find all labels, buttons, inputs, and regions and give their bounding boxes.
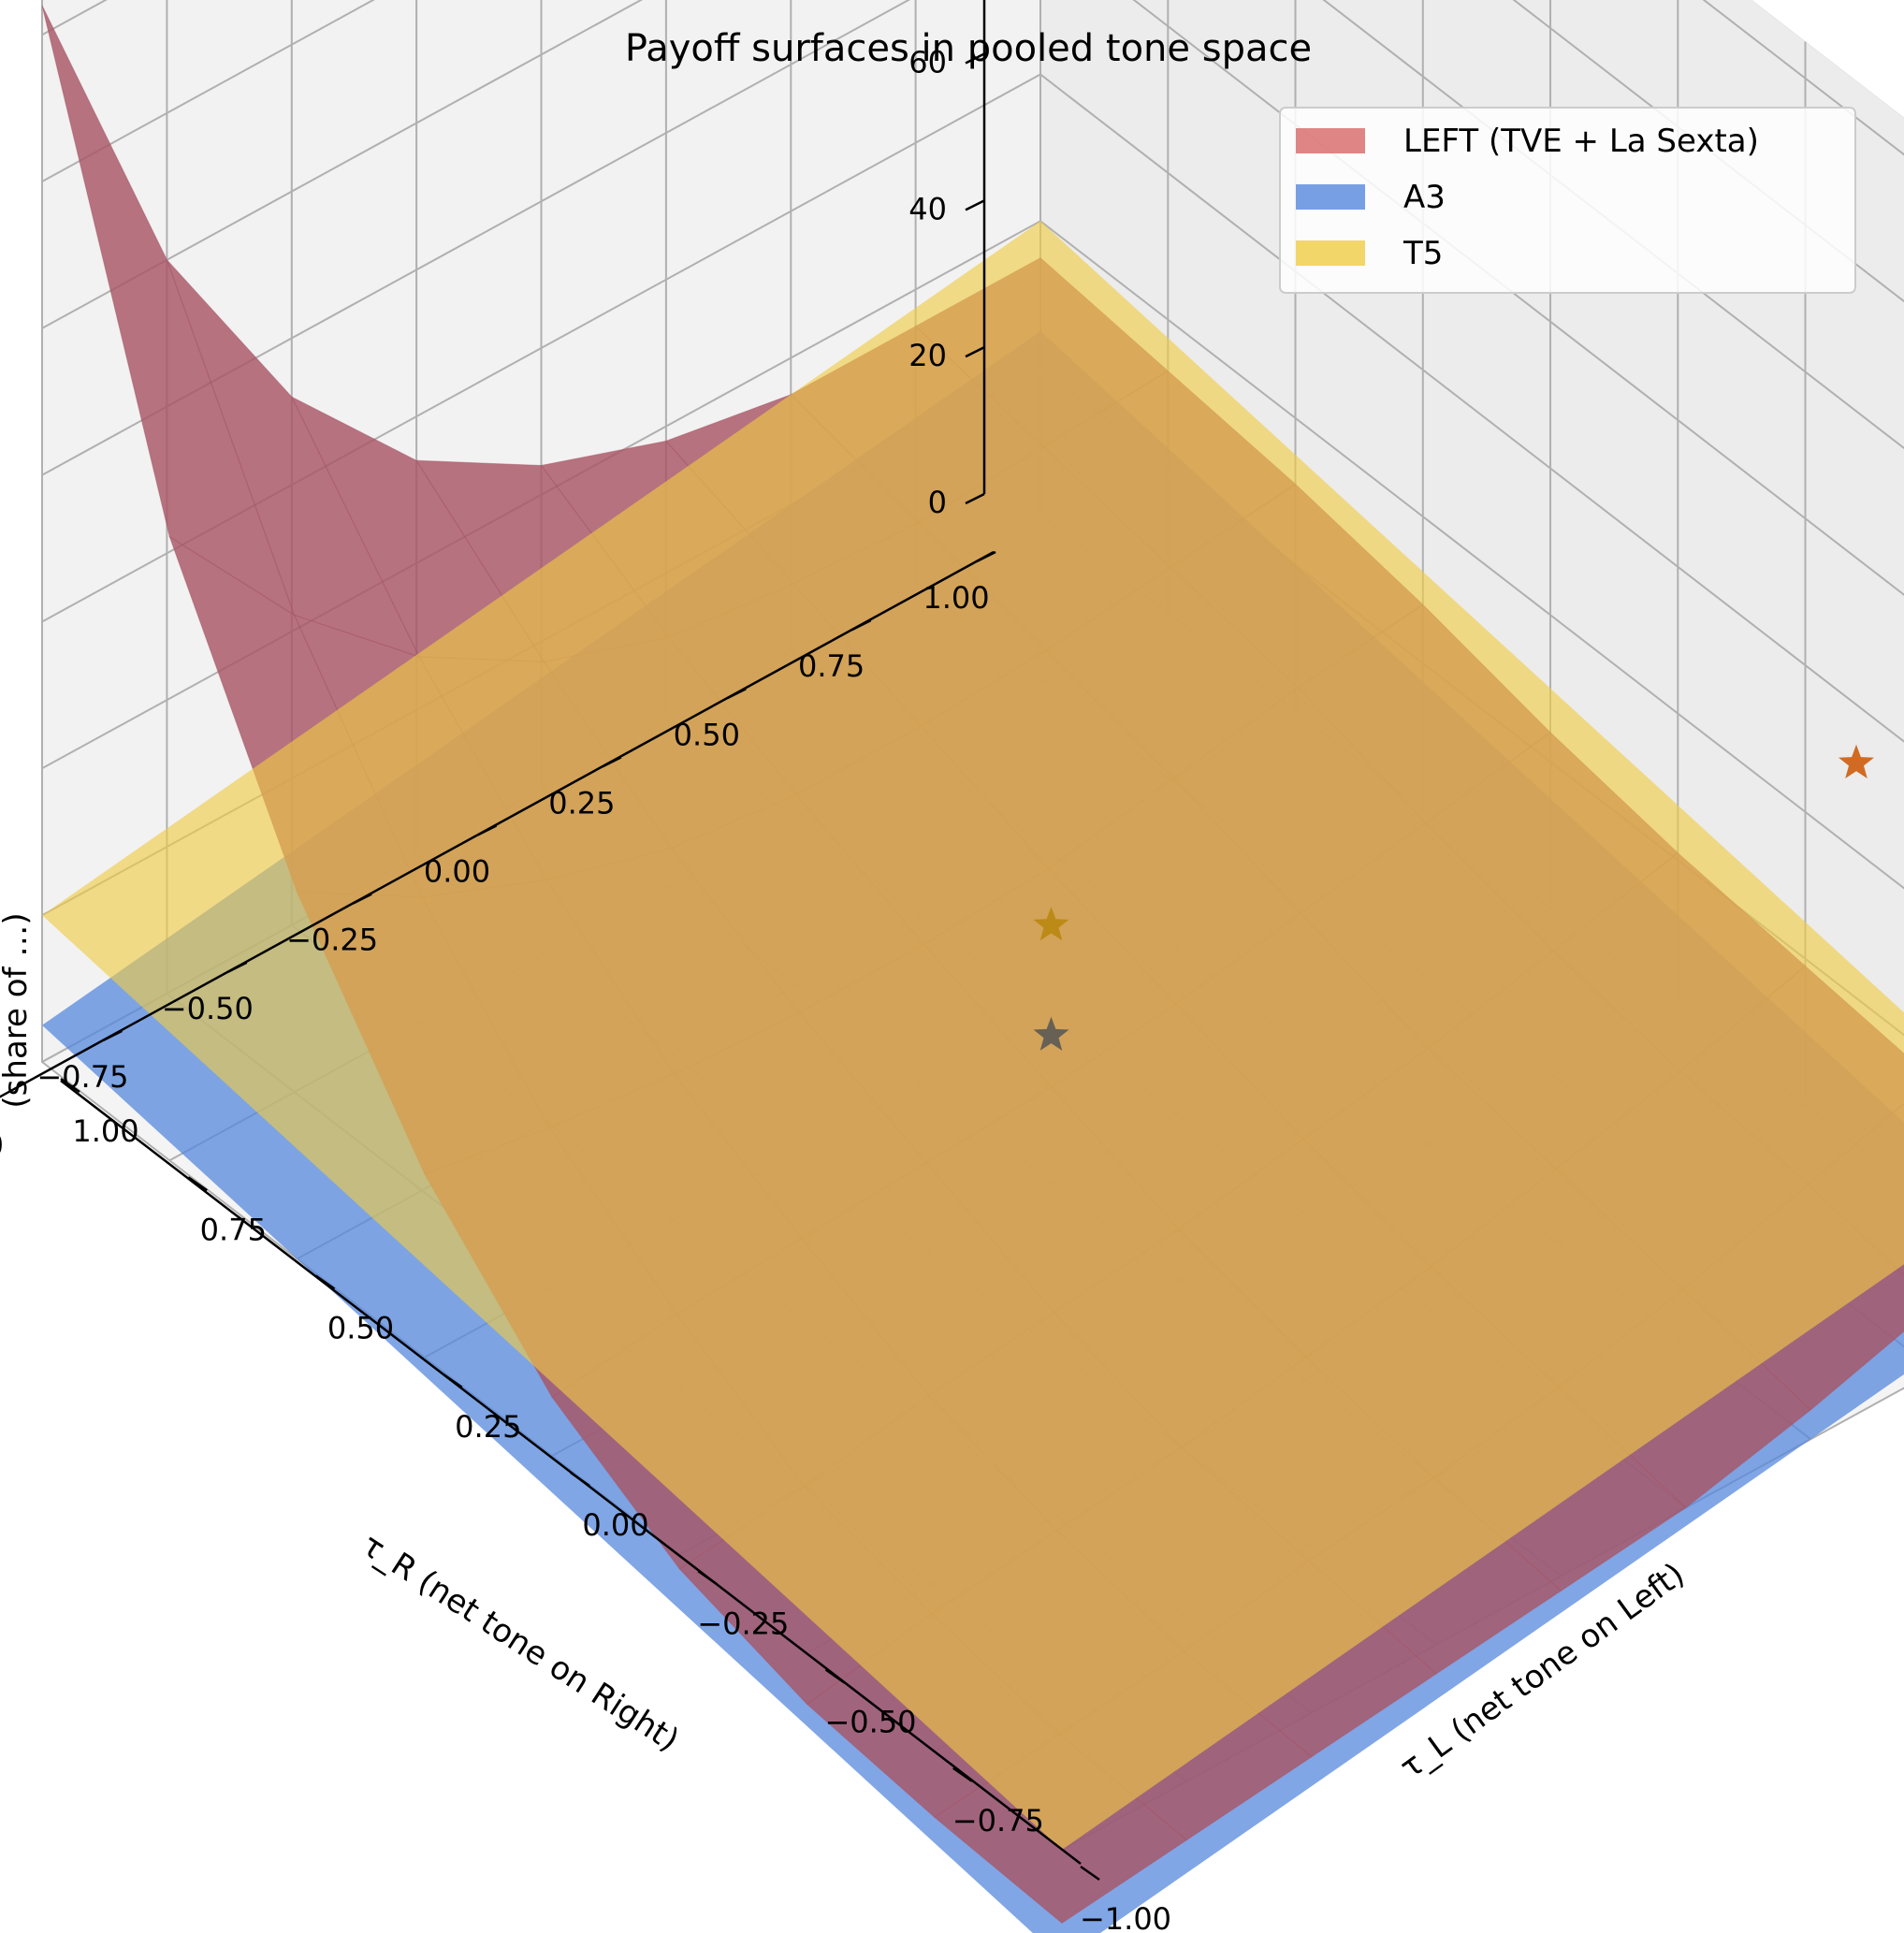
x-tick-label: 1.00	[72, 1113, 138, 1149]
x-tick	[187, 1176, 208, 1192]
y-tick-label: −0.50	[162, 991, 254, 1026]
y-tick-label: −0.25	[286, 923, 378, 958]
gridline-z	[41, 0, 1904, 450]
surface-t5	[42, 221, 1904, 1850]
y-tick	[726, 688, 747, 700]
tick-labels: −1.00 −0.75 −0.50 −0.25 0.00 0.25 0.50 0.75 1.00…	[0, 45, 1171, 1933]
y-tick-label: −1.00	[0, 1127, 4, 1163]
z-tick-label: 60	[908, 45, 947, 80]
x-tick	[314, 1274, 336, 1290]
gridline-z	[41, 0, 1904, 596]
y-tick	[602, 756, 622, 768]
y-tick-label: 0.50	[674, 717, 740, 752]
y-tick-label: 0.75	[798, 648, 865, 684]
z-tick	[965, 492, 985, 505]
y-tick	[976, 550, 996, 563]
x-tick	[697, 1570, 718, 1586]
legend-frame	[1279, 107, 1856, 294]
equilibrium-markers	[1033, 744, 1874, 1051]
y-tick-label: 0.00	[424, 854, 490, 890]
x-tick	[443, 1373, 463, 1388]
z-tick	[965, 346, 985, 358]
y-tick	[102, 1029, 123, 1041]
gridline-z	[41, 0, 1904, 156]
y-tick	[851, 619, 872, 632]
legend-swatch-a3	[1296, 184, 1365, 210]
z-tick-label: 40	[908, 191, 947, 226]
x-tick	[60, 1077, 80, 1094]
x-tick-label: −0.50	[824, 1705, 916, 1740]
x-tick-label: 0.50	[327, 1311, 394, 1346]
x-tick	[570, 1471, 590, 1488]
x-tick-label: 0.00	[582, 1507, 648, 1543]
chart-title: Payoff surfaces in pooled tone space	[625, 27, 1312, 70]
y-tick	[227, 961, 248, 973]
y-tick-label: 1.00	[923, 580, 989, 616]
z-tick-label: 20	[908, 338, 947, 373]
legend-swatch-t5	[1296, 240, 1365, 266]
y-tick-label: −0.75	[36, 1059, 128, 1095]
legend: LEFT (TVE + La Sexta) A3 T5	[1279, 107, 1856, 294]
y-tick	[476, 824, 498, 836]
z-tick	[965, 52, 985, 65]
legend-label-t5: T5	[1403, 235, 1443, 272]
x-tick	[952, 1766, 973, 1782]
x-tick-label: −0.75	[952, 1803, 1044, 1839]
equilibrium-star	[1033, 907, 1069, 941]
legend-label-a3: A3	[1403, 179, 1446, 216]
equilibrium-star	[1033, 1016, 1069, 1051]
x-tick-label: 0.25	[455, 1409, 521, 1445]
legend-swatch-left	[1296, 128, 1365, 153]
x-tick	[824, 1668, 846, 1684]
x-tick-label: −0.25	[697, 1606, 789, 1641]
x-tick	[1080, 1865, 1100, 1882]
z-tick-label: 0	[928, 485, 947, 520]
z-tick	[965, 199, 985, 211]
z-axis-label: (share of …)	[0, 912, 35, 1108]
surfaces	[41, 5, 1904, 1933]
x-tick-label: 0.75	[200, 1212, 267, 1247]
equilibrium-star	[1839, 744, 1874, 778]
x-axis-line	[60, 1080, 1082, 1865]
legend-label-left: LEFT (TVE + La Sexta)	[1403, 123, 1759, 160]
y-tick	[352, 893, 372, 905]
y-tick-label: 0.25	[548, 785, 615, 821]
x-tick-label: −1.00	[1080, 1901, 1171, 1933]
axes	[0, 0, 1100, 1882]
